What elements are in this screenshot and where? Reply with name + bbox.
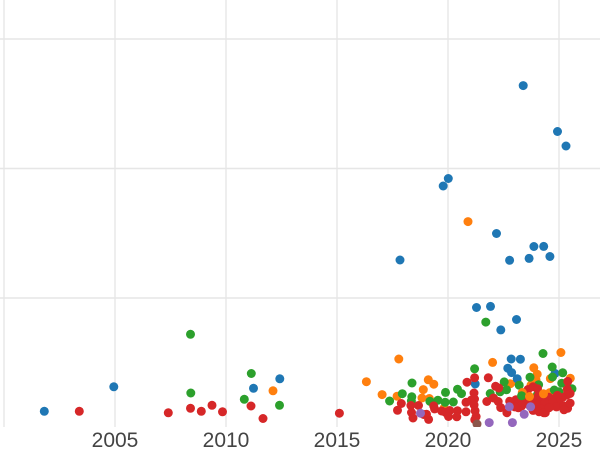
svg-text:2015: 2015 [314,429,361,450]
svg-text:2025: 2025 [536,429,583,450]
svg-text:2010: 2010 [203,429,250,450]
svg-text:2020: 2020 [425,429,472,450]
svg-text:2005: 2005 [92,429,139,450]
